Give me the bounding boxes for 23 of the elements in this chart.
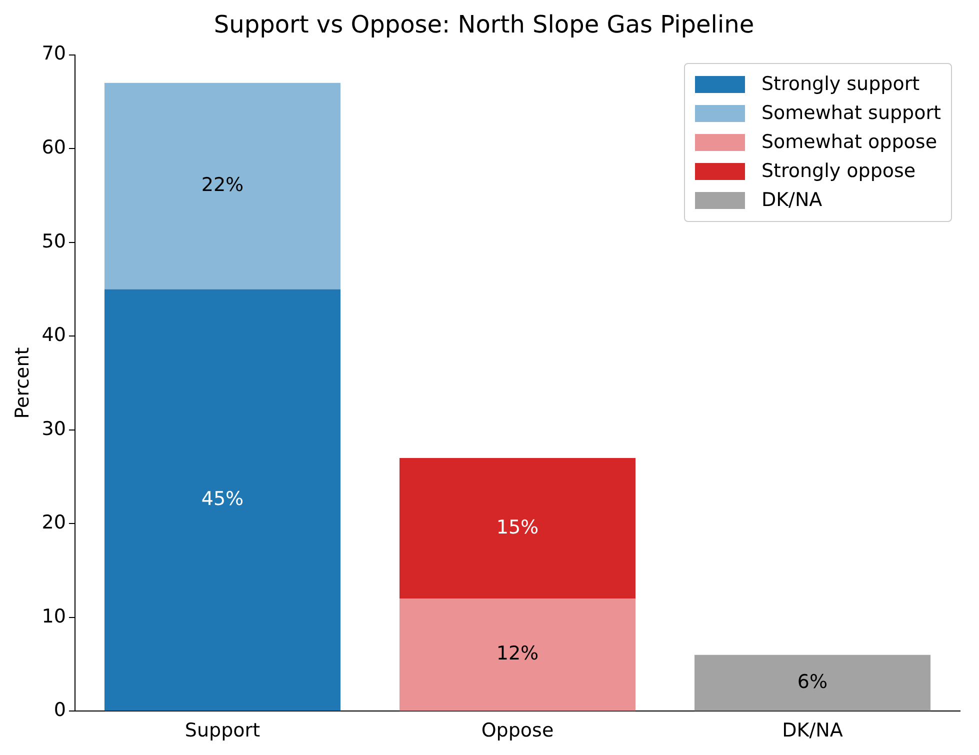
data-label: 15% [496, 516, 539, 538]
y-tick-label: 30 [42, 418, 66, 440]
legend-label: Strongly support [761, 73, 920, 96]
x-tick-label: Oppose [481, 720, 554, 742]
data-label: 12% [496, 642, 539, 665]
y-tick-label: 10 [42, 605, 66, 628]
x-tick-label: Support [184, 720, 260, 742]
y-tick-label: 70 [42, 42, 66, 65]
legend-label: Strongly oppose [761, 160, 916, 182]
y-axis-title: Percent [11, 347, 34, 419]
y-tick-label: 40 [42, 324, 66, 346]
y-tick-label: 60 [42, 136, 66, 159]
data-label: 22% [201, 174, 244, 196]
data-label: 6% [797, 670, 828, 693]
y-tick-label: 0 [54, 699, 66, 722]
data-label: 45% [201, 488, 244, 510]
y-tick-label: 20 [42, 512, 66, 534]
legend-label: DK/NA [761, 189, 822, 212]
chart-title: Support vs Oppose: North Slope Gas Pipeline [214, 10, 754, 39]
legend-label: Somewhat oppose [761, 131, 938, 154]
y-tick-label: 50 [42, 230, 66, 252]
x-tick-label: DK/NA [782, 720, 843, 742]
legend-label: Somewhat support [761, 102, 941, 124]
